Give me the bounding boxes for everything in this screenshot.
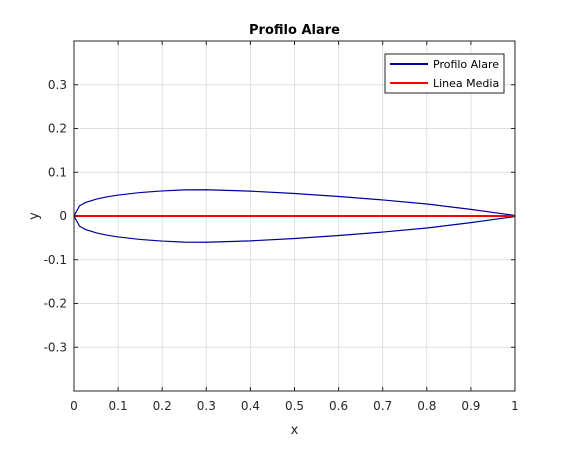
x-tick-label: 0.5	[285, 399, 304, 413]
y-tick-label: -0.1	[44, 253, 67, 267]
x-tick-label: 0.4	[241, 399, 260, 413]
legend: Profilo Alare Linea Media	[384, 53, 505, 94]
legend-box	[384, 53, 505, 94]
x-axis-label: x	[291, 423, 299, 438]
y-tick-label: 0	[59, 209, 67, 223]
x-tick-label: 1	[511, 399, 519, 413]
legend-label-profilo-alare: Profilo Alare	[433, 58, 499, 71]
y-axis-label: y	[27, 212, 42, 220]
x-tick-label: 0.8	[417, 399, 436, 413]
chart-title: Profilo Alare	[249, 23, 340, 38]
x-tick-label: 0.2	[153, 399, 172, 413]
y-tick-label: 0.1	[48, 165, 67, 179]
x-tick-label: 0.6	[329, 399, 348, 413]
y-tick-label: 0.2	[48, 122, 67, 136]
y-tick-label: -0.2	[44, 297, 67, 311]
x-tick-labels: 0 0.1 0.2 0.3 0.4 0.5 0.6 0.7 0.8 0.9 1	[70, 399, 519, 413]
x-tick-label: 0	[70, 399, 78, 413]
legend-label-linea-media: Linea Media	[433, 77, 499, 90]
x-tick-label: 0.9	[461, 399, 480, 413]
y-tick-labels: -0.3 -0.2 -0.1 0 0.1 0.2 0.3	[44, 78, 67, 355]
y-tick-label: 0.3	[48, 78, 67, 92]
x-tick-label: 0.1	[109, 399, 128, 413]
x-tick-label: 0.3	[197, 399, 216, 413]
y-tick-label: -0.3	[44, 340, 67, 354]
x-tick-label: 0.7	[373, 399, 392, 413]
tick-marks	[73, 41, 516, 391]
